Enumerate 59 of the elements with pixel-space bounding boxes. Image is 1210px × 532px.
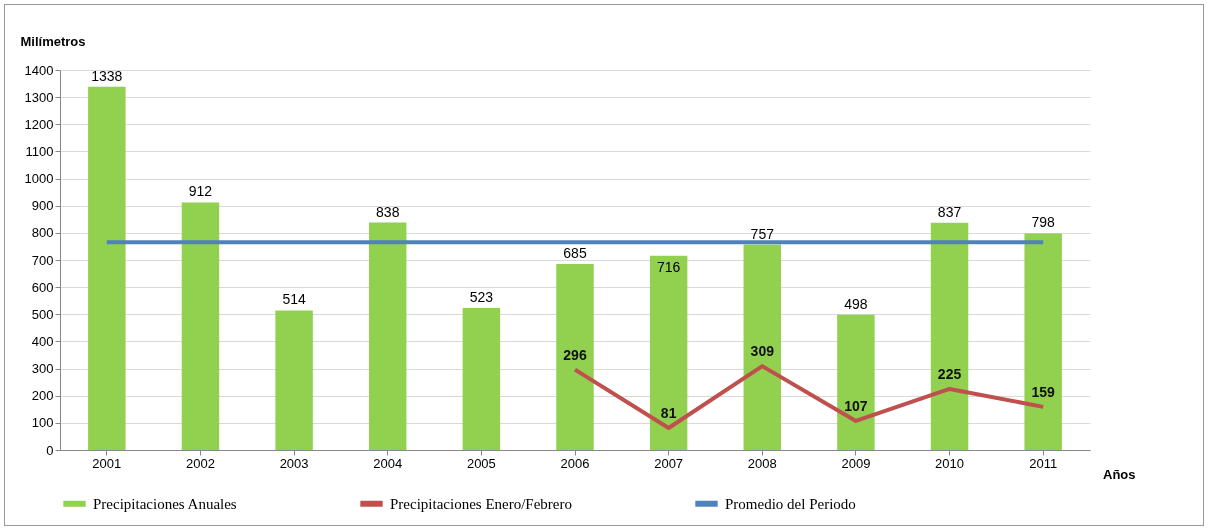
- y-tick-label: 1100: [25, 143, 54, 159]
- y-tick-label: 1400: [24, 62, 54, 78]
- x-axis-title: Años: [1103, 466, 1136, 482]
- bar: [462, 308, 501, 450]
- x-tick-label: 2011: [1029, 455, 1058, 471]
- bar: [88, 86, 126, 450]
- bar: [930, 222, 969, 450]
- legend-label: Precipitaciones Anuales: [93, 495, 237, 512]
- y-tick-label: 600: [31, 279, 54, 295]
- data-label: 309: [750, 343, 775, 360]
- x-tick-label: 2001: [92, 455, 122, 471]
- bar: [1024, 233, 1062, 450]
- bar: [369, 222, 407, 450]
- y-tick-label: 800: [31, 225, 54, 241]
- data-label: 838: [376, 203, 400, 220]
- x-tick-label: 2010: [935, 455, 965, 471]
- data-label: 757: [750, 225, 775, 242]
- data-label: 837: [937, 203, 962, 220]
- bar: [649, 255, 688, 450]
- y-tick-label: 200: [31, 388, 54, 404]
- data-label: 1338: [91, 67, 123, 84]
- y-tick-label: 100: [31, 415, 54, 431]
- y-tick-label: 300: [31, 361, 54, 377]
- x-tick-label: 2008: [747, 455, 777, 471]
- legend-label: Precipitaciones Enero/Febrero: [390, 495, 573, 512]
- data-label: 107: [844, 397, 868, 414]
- y-tick-label: 1300: [24, 89, 54, 105]
- y-tick-label: 1200: [24, 116, 54, 132]
- x-tick-label: 2003: [279, 455, 309, 471]
- y-axis-title: Milímetros: [20, 33, 86, 49]
- data-label: 798: [1031, 214, 1056, 231]
- data-label: 716: [656, 258, 681, 275]
- bar: [275, 310, 313, 450]
- data-label: 685: [563, 245, 587, 262]
- data-label: 296: [563, 346, 587, 363]
- data-label: 81: [660, 405, 677, 422]
- y-tick-label: 900: [31, 198, 54, 214]
- y-tick-label: 1000: [24, 171, 54, 187]
- x-tick-label: 2005: [466, 455, 496, 471]
- bar: [837, 314, 875, 450]
- bar: [556, 264, 594, 450]
- data-label: 514: [282, 291, 306, 308]
- data-label: 523: [469, 289, 494, 306]
- data-label: 912: [188, 183, 213, 200]
- data-label: 498: [844, 295, 868, 312]
- y-tick-label: 500: [31, 306, 54, 322]
- x-tick-label: 2007: [654, 455, 684, 471]
- bar: [743, 244, 781, 450]
- x-tick-label: 2009: [841, 455, 871, 471]
- x-tick-label: 2004: [373, 455, 403, 471]
- x-tick-label: 2002: [185, 455, 215, 471]
- data-label: 225: [937, 365, 962, 382]
- y-tick-label: 700: [31, 252, 54, 268]
- data-label: 159: [1031, 383, 1056, 400]
- y-tick-label: 400: [31, 333, 54, 349]
- x-tick-label: 2006: [560, 455, 590, 471]
- y-tick-label: 0: [46, 442, 54, 458]
- legend-label: Promedio del Periodo: [725, 495, 856, 512]
- bar: [181, 202, 220, 450]
